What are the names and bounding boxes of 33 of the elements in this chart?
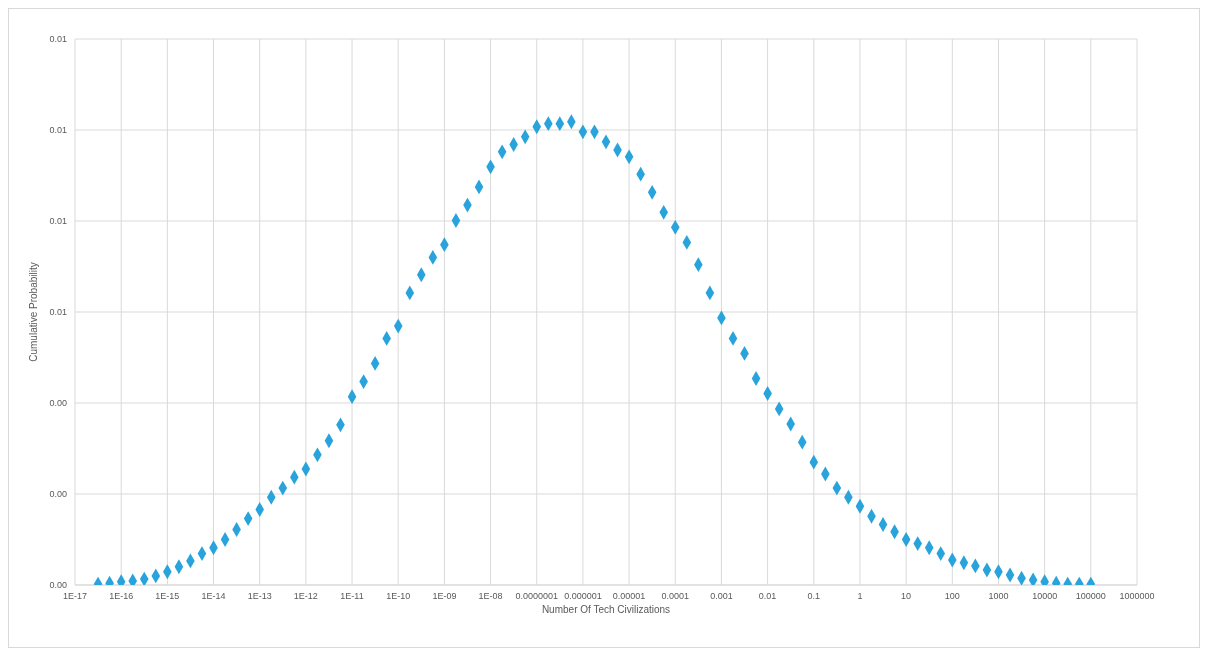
x-tick-label: 100 — [944, 591, 960, 602]
x-tick-label: 1E-12 — [293, 591, 318, 602]
x-tick-label: 1E-08 — [478, 591, 503, 602]
x-tick-label: 1E-11 — [340, 591, 364, 602]
x-tick-label: 1E-16 — [109, 591, 134, 602]
x-tick-label: 100000 — [1075, 591, 1106, 602]
x-tick-label: 0.0001 — [661, 591, 690, 602]
y-tick-label: 0.01 — [49, 307, 67, 318]
x-tick-label: 1E-10 — [386, 591, 411, 602]
x-axis-title: Number Of Tech Civilizations — [541, 604, 671, 615]
x-tick-label: 0.1 — [807, 591, 821, 602]
x-tick-label: 10000 — [1032, 591, 1058, 602]
x-tick-label: 1000 — [988, 591, 1009, 602]
x-tick-label: 1E-14 — [201, 591, 226, 602]
x-tick-label: 1E-15 — [155, 591, 180, 602]
y-tick-label: 0.00 — [49, 398, 67, 409]
x-tick-label: 1 — [857, 591, 863, 602]
y-tick-label: 0.01 — [49, 34, 67, 45]
y-tick-label: 0.01 — [49, 216, 67, 227]
y-tick-label: 0.00 — [49, 580, 67, 591]
x-tick-label: 0.000001 — [564, 591, 602, 602]
x-tick-label: 1E-13 — [247, 591, 272, 602]
x-tick-label: 0.001 — [710, 591, 733, 602]
x-tick-label: 1E-09 — [432, 591, 457, 602]
x-tick-label: 0.01 — [758, 591, 777, 602]
y-tick-label: 0.00 — [49, 489, 67, 500]
y-tick-label: 0.01 — [49, 125, 67, 136]
x-tick-label: 1E-17 — [62, 591, 88, 602]
y-axis-title: Cumulative Probability — [27, 262, 39, 362]
x-tick-label: 0.0000001 — [515, 591, 559, 602]
x-tick-label: 1000000 — [1119, 591, 1155, 602]
x-tick-label: 0.00001 — [612, 591, 646, 602]
x-tick-label: 10 — [901, 591, 912, 602]
